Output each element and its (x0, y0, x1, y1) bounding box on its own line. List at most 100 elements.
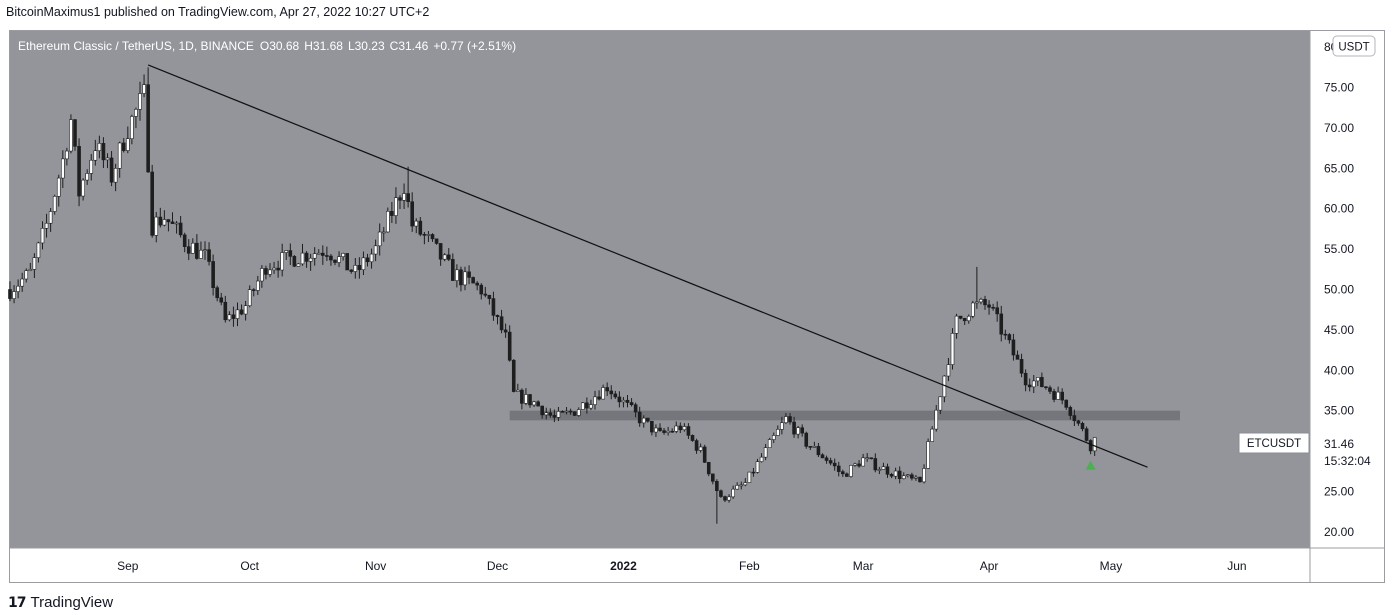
price-tick-label: 35.00 (1324, 404, 1354, 418)
candle-body (154, 216, 159, 236)
support-zone (509, 410, 1180, 421)
candle-body (808, 446, 813, 448)
candle-body (1027, 384, 1032, 388)
price-tick-label: 20.00 (1324, 525, 1354, 539)
candle-body (991, 306, 995, 309)
candle-body (211, 261, 215, 288)
time-tick-label: 2022 (610, 559, 637, 573)
candle-body (979, 299, 983, 303)
candle-body (292, 256, 297, 267)
candle-body (483, 293, 488, 296)
plot-area[interactable] (10, 31, 1310, 548)
tradingview-branding[interactable]: 17 TradingView (8, 594, 113, 611)
time-tick-label: Jun (1227, 559, 1246, 573)
candle-body (1072, 415, 1077, 422)
candle-body (601, 387, 605, 400)
candle-body (251, 289, 256, 291)
candle-body (788, 416, 792, 423)
candle-body (1084, 428, 1089, 441)
candle-body (369, 253, 374, 263)
time-tick-label: Feb (739, 559, 760, 573)
candle-body (1048, 387, 1052, 392)
candle-body (552, 415, 557, 418)
candle-body (85, 173, 89, 181)
candle-body (381, 231, 386, 234)
candle-body (341, 253, 345, 257)
candle-body (922, 468, 926, 483)
candle-body (471, 277, 475, 284)
candle-body (747, 471, 752, 483)
candle-body (796, 427, 800, 435)
candle-body (662, 430, 666, 433)
time-axis[interactable] (10, 548, 1384, 582)
candle-body (142, 84, 146, 94)
candle-body (357, 265, 362, 271)
descending-trendline[interactable] (147, 64, 1148, 468)
candle-body (877, 469, 882, 471)
chart-frame[interactable] (9, 30, 1385, 583)
candle-body (345, 253, 349, 271)
candle-body (438, 243, 443, 260)
candle-body (1056, 391, 1060, 400)
candle-body (735, 485, 739, 490)
legend-symbol-name: Ethereum Classic / TetherUS, 1D, BINANCE (18, 39, 254, 53)
candle-body (1015, 354, 1020, 360)
candle-body (377, 231, 382, 247)
candle-body (605, 387, 609, 392)
candle-body (755, 461, 760, 473)
candle-body (284, 250, 289, 253)
candle-body (568, 410, 573, 413)
candle-body (170, 221, 175, 224)
candle-body (300, 252, 305, 265)
candle-body (658, 427, 662, 431)
candle-body (463, 271, 467, 286)
candle-body (1044, 386, 1048, 389)
candle-body (820, 454, 825, 459)
candle-body (138, 93, 142, 110)
candle-body (410, 201, 414, 227)
candle-body (650, 420, 654, 433)
candle-body (1040, 377, 1044, 388)
candle-body (711, 473, 715, 482)
candle-body (207, 249, 211, 262)
candle-body (174, 222, 179, 225)
candle-body (215, 287, 219, 299)
candle-body (199, 249, 203, 259)
candle-body (897, 470, 902, 479)
candle-body (268, 269, 272, 275)
support-zone-band (509, 410, 1180, 421)
candle-body (682, 426, 687, 431)
candle-body (975, 301, 979, 304)
price-tick-label: 75.00 (1324, 81, 1354, 95)
candle-body (316, 252, 321, 255)
bounce-marker (1085, 460, 1096, 470)
price-axis-labels: 20.0025.0030.0035.0040.0045.0050.0055.00… (1324, 40, 1354, 539)
legend-symbol: Ethereum Classic / TetherUS, 1D, BINANCE… (18, 39, 516, 53)
candle-body (394, 197, 398, 216)
candle-body (617, 396, 622, 403)
candle-body (670, 430, 674, 433)
candle-body (841, 471, 845, 475)
candle-body (186, 246, 191, 254)
candle-body (386, 211, 390, 233)
candle-body (906, 474, 910, 477)
time-tick-label: May (1100, 559, 1123, 573)
candles (8, 67, 1097, 524)
price-tick-label: 60.00 (1324, 202, 1354, 216)
candle-body (869, 457, 874, 460)
legend-open-value: 30.68 (269, 39, 299, 53)
candle-body (52, 196, 57, 212)
candle-body (702, 446, 707, 463)
legend-close-value: 31.46 (398, 39, 428, 53)
price-tick-label: 45.00 (1324, 323, 1354, 337)
candle-body (1031, 380, 1036, 388)
candle-body (646, 417, 650, 422)
currency-badge[interactable]: USDT (1332, 35, 1376, 57)
candle-body (666, 430, 670, 433)
candle-body (1036, 377, 1040, 382)
candle-body (727, 496, 731, 501)
candle-body (406, 193, 410, 203)
candle-body (723, 496, 727, 501)
candle-body (995, 307, 999, 315)
